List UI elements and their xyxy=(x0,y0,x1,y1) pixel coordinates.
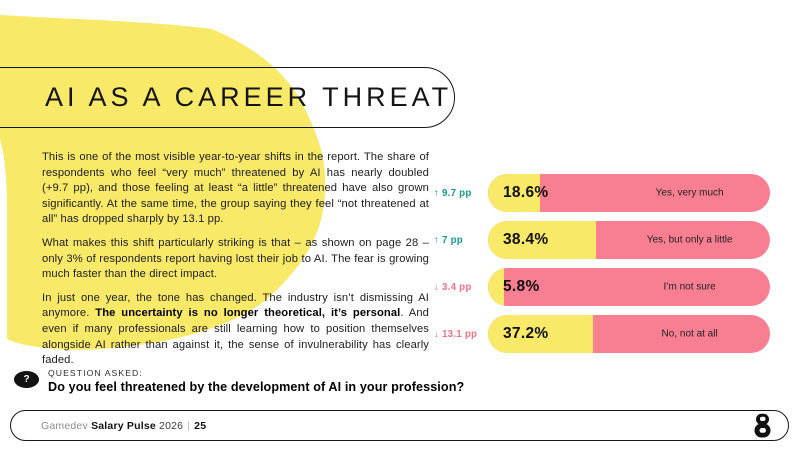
yellow-blob-decoration xyxy=(0,15,326,350)
footer-separator: | xyxy=(187,419,191,432)
paragraph-2: What makes this shift particularly strik… xyxy=(42,236,429,281)
paragraph-3-text: In just one year, the tone has changed. … xyxy=(42,291,429,320)
answer-bar: 38.4% Yes, but only a little xyxy=(488,221,770,259)
question-mark-icon: ? xyxy=(14,371,39,388)
question-asked-label: QUESTION ASKED: xyxy=(48,368,143,378)
chart-bar-row: ↑ 9.7 pp 18.6% Yes, very much xyxy=(434,174,770,212)
footer-brand: Gamedev xyxy=(41,419,88,432)
bar-fill xyxy=(488,221,597,259)
paragraph-3-text-end: . And even if many professionals are sti… xyxy=(42,307,429,367)
delta-label: ↓ 13.1 pp xyxy=(434,329,488,340)
arrow-up-icon: ↑ xyxy=(434,187,443,199)
title-pill-outline xyxy=(0,67,455,128)
bar-value-label: 38.4% xyxy=(503,231,549,248)
question-text: Do you feel threatened by the developmen… xyxy=(48,380,465,394)
footer-bar: Gamedev Salary Pulse 2026 | 25 xyxy=(10,410,789,441)
delta-value: 3.4 pp xyxy=(442,281,472,293)
question-block: ? QUESTION ASKED: Do you feel threatened… xyxy=(14,368,464,394)
bar-category-label: No, not at all xyxy=(661,328,718,340)
delta-value: 7 pp xyxy=(442,234,463,246)
bar-fill xyxy=(488,315,593,353)
delta-label: ↓ 3.4 pp xyxy=(434,282,488,293)
chart-bar-row: ↓ 13.1 pp 37.2% No, not at all xyxy=(434,315,770,353)
g8-logo-icon xyxy=(753,413,772,438)
bar-value-label: 37.2% xyxy=(503,325,549,342)
delta-value: 9.7 pp xyxy=(442,187,472,199)
delta-label: ↑ 7 pp xyxy=(434,235,488,246)
bar-value-label: 5.8% xyxy=(503,278,540,295)
chart: ↑ 9.7 pp 18.6% Yes, very much ↑ 7 pp 38.4% Ye… xyxy=(434,174,770,353)
chart-bar-row: ↓ 3.4 pp 5.8% I’m not sure xyxy=(434,268,770,306)
footer-year: 2026 xyxy=(159,419,184,432)
bar-fill xyxy=(488,174,541,212)
paragraph-3-bold-text: The uncertainty is no longer theoretical… xyxy=(95,307,401,320)
delta-label: ↑ 9.7 pp xyxy=(434,188,488,199)
arrow-up-icon: ↑ xyxy=(434,234,443,246)
paragraph-1: This is one of the most visible year-to-… xyxy=(42,151,429,226)
body-copy: This is one of the most visible year-to-… xyxy=(42,150,429,377)
answer-bar: 37.2% No, not at all xyxy=(488,315,770,353)
footer-text: Gamedev Salary Pulse 2026 | 25 xyxy=(41,420,206,432)
bar-category-label: I’m not sure xyxy=(663,281,716,293)
arrow-down-icon: ↓ xyxy=(434,281,443,293)
bar-category-label: Yes, very much xyxy=(655,187,724,199)
answer-bar: 18.6% Yes, very much xyxy=(488,174,770,212)
footer-brand-bold: Salary Pulse xyxy=(91,419,156,432)
page-title: AI AS A CAREER THREAT xyxy=(45,82,453,112)
delta-value: 13.1 pp xyxy=(442,328,478,340)
bar-fill xyxy=(488,268,505,306)
bar-category-label: Yes, but only a little xyxy=(646,234,733,246)
footer-page-number: 25 xyxy=(194,419,207,432)
bar-value-label: 18.6% xyxy=(503,184,549,201)
arrow-down-icon: ↓ xyxy=(434,328,443,340)
chart-bar-row: ↑ 7 pp 38.4% Yes, but only a little xyxy=(434,221,770,259)
paragraph-3: In just one year, the tone has changed. … xyxy=(42,291,429,369)
answer-bar: 5.8% I’m not sure xyxy=(488,268,770,306)
